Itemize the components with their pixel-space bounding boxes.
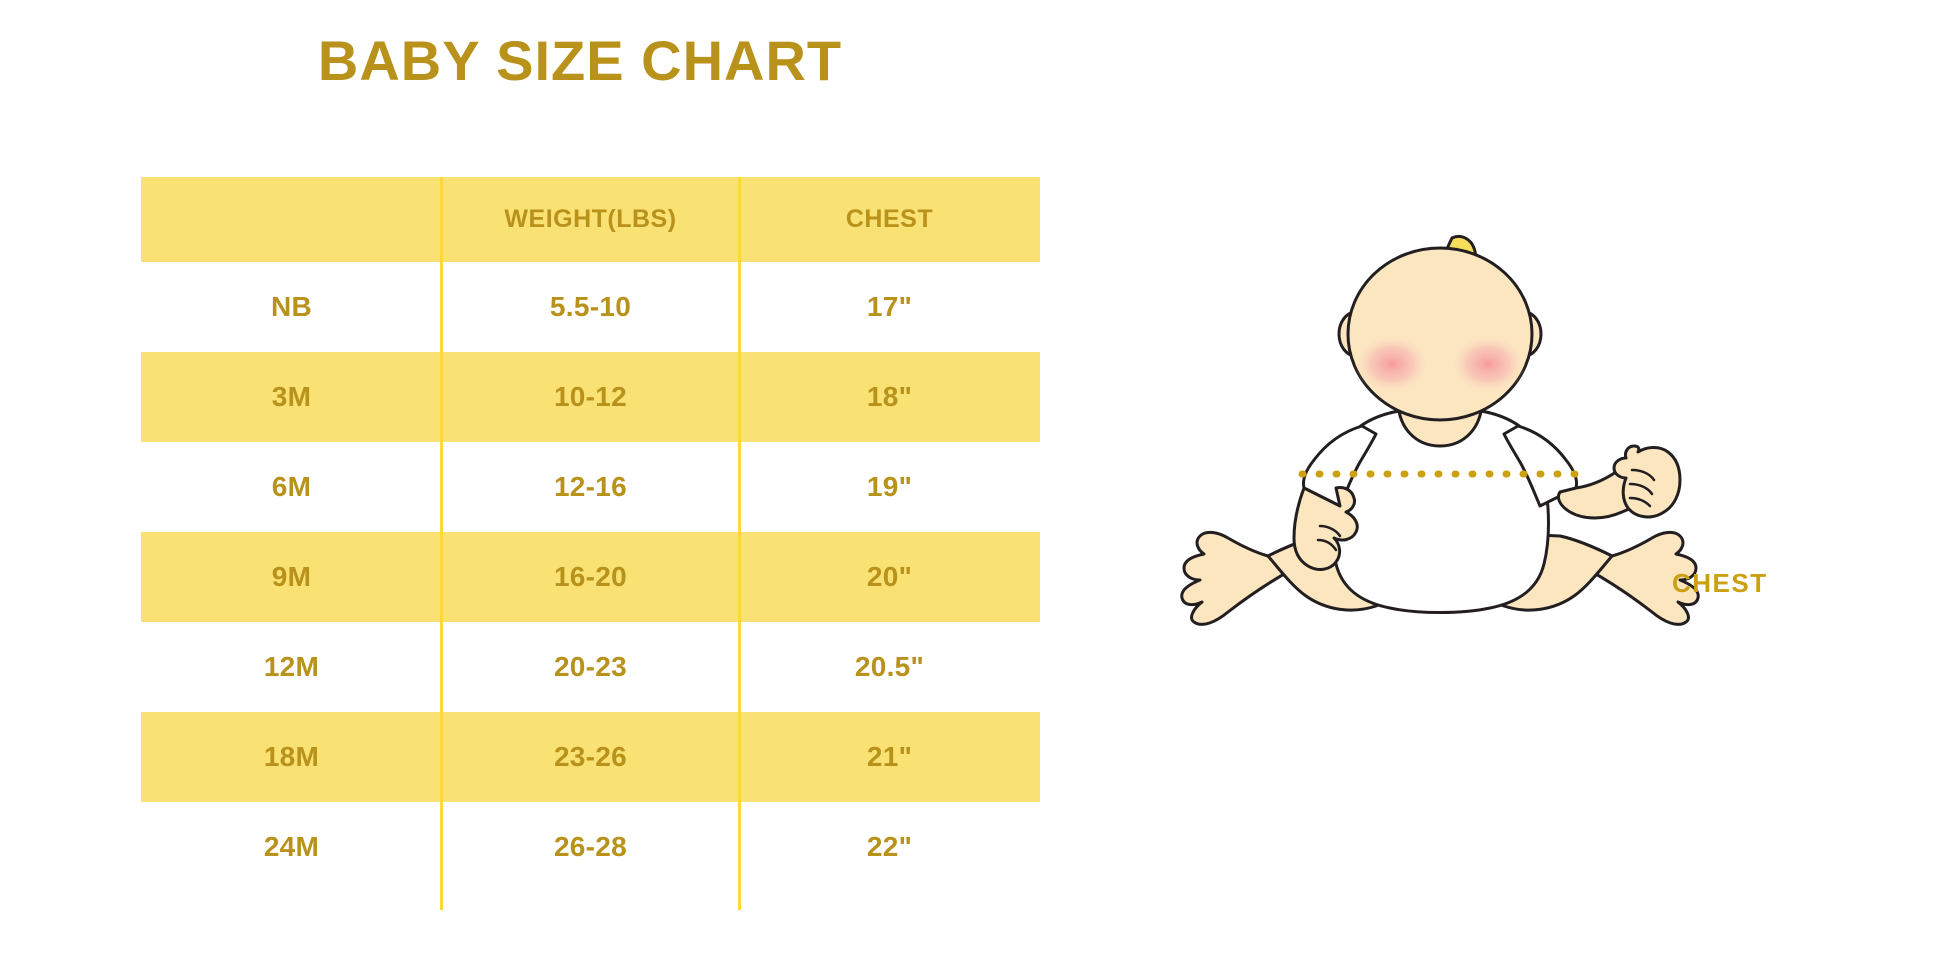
chest-cell: 19" bbox=[739, 442, 1040, 532]
size-cell: NB bbox=[141, 262, 442, 352]
baby-head bbox=[1346, 246, 1534, 422]
baby-left-arm bbox=[1292, 486, 1359, 571]
table-row: 9M 16-20 20" bbox=[141, 532, 1040, 622]
column-header-weight: WEIGHT(LBS) bbox=[442, 177, 739, 262]
size-cell: 24M bbox=[141, 802, 442, 892]
weight-cell: 26-28 bbox=[442, 802, 739, 892]
table-row: 12M 20-23 20.5" bbox=[141, 622, 1040, 712]
baby-right-arm bbox=[1556, 444, 1682, 520]
baby-left-cheek bbox=[1354, 334, 1430, 394]
column-header-chest: CHEST bbox=[739, 177, 1040, 262]
baby-size-table: WEIGHT(LBS) CHEST NB 5.5-10 17" 3M 10-12 18" 6… bbox=[141, 177, 1040, 892]
size-cell: 18M bbox=[141, 712, 442, 802]
table-body: NB 5.5-10 17" 3M 10-12 18" 6M 12-16 19" 9M 16-20 20… bbox=[141, 262, 1040, 892]
size-cell: 9M bbox=[141, 532, 442, 622]
table-header-row: WEIGHT(LBS) CHEST bbox=[141, 177, 1040, 262]
chest-cell: 17" bbox=[739, 262, 1040, 352]
page-title: BABY SIZE CHART bbox=[317, 29, 843, 92]
chest-cell: 20" bbox=[739, 532, 1040, 622]
size-cell: 6M bbox=[141, 442, 442, 532]
weight-cell: 5.5-10 bbox=[442, 262, 739, 352]
weight-cell: 12-16 bbox=[442, 442, 739, 532]
chest-cell: 21" bbox=[739, 712, 1040, 802]
weight-cell: 20-23 bbox=[442, 622, 739, 712]
baby-right-sleeve bbox=[1502, 424, 1578, 508]
weight-cell: 23-26 bbox=[442, 712, 739, 802]
size-cell: 12M bbox=[141, 622, 442, 712]
table-row: NB 5.5-10 17" bbox=[141, 262, 1040, 352]
table-row: 3M 10-12 18" bbox=[141, 352, 1040, 442]
column-divider-1 bbox=[440, 177, 443, 910]
baby-illustration bbox=[1180, 234, 1700, 626]
weight-cell: 10-12 bbox=[442, 352, 739, 442]
table-row: 24M 26-28 22" bbox=[141, 802, 1040, 892]
chest-cell: 18" bbox=[739, 352, 1040, 442]
chest-cell: 20.5" bbox=[739, 622, 1040, 712]
table-row: 6M 12-16 19" bbox=[141, 442, 1040, 532]
chest-measurement-label: CHEST bbox=[1672, 568, 1768, 598]
table-row: 18M 23-26 21" bbox=[141, 712, 1040, 802]
size-cell: 3M bbox=[141, 352, 442, 442]
chest-cell: 22" bbox=[739, 802, 1040, 892]
weight-cell: 16-20 bbox=[442, 532, 739, 622]
column-divider-2 bbox=[738, 177, 741, 910]
baby-right-cheek bbox=[1450, 334, 1526, 394]
column-header-size bbox=[141, 177, 442, 262]
